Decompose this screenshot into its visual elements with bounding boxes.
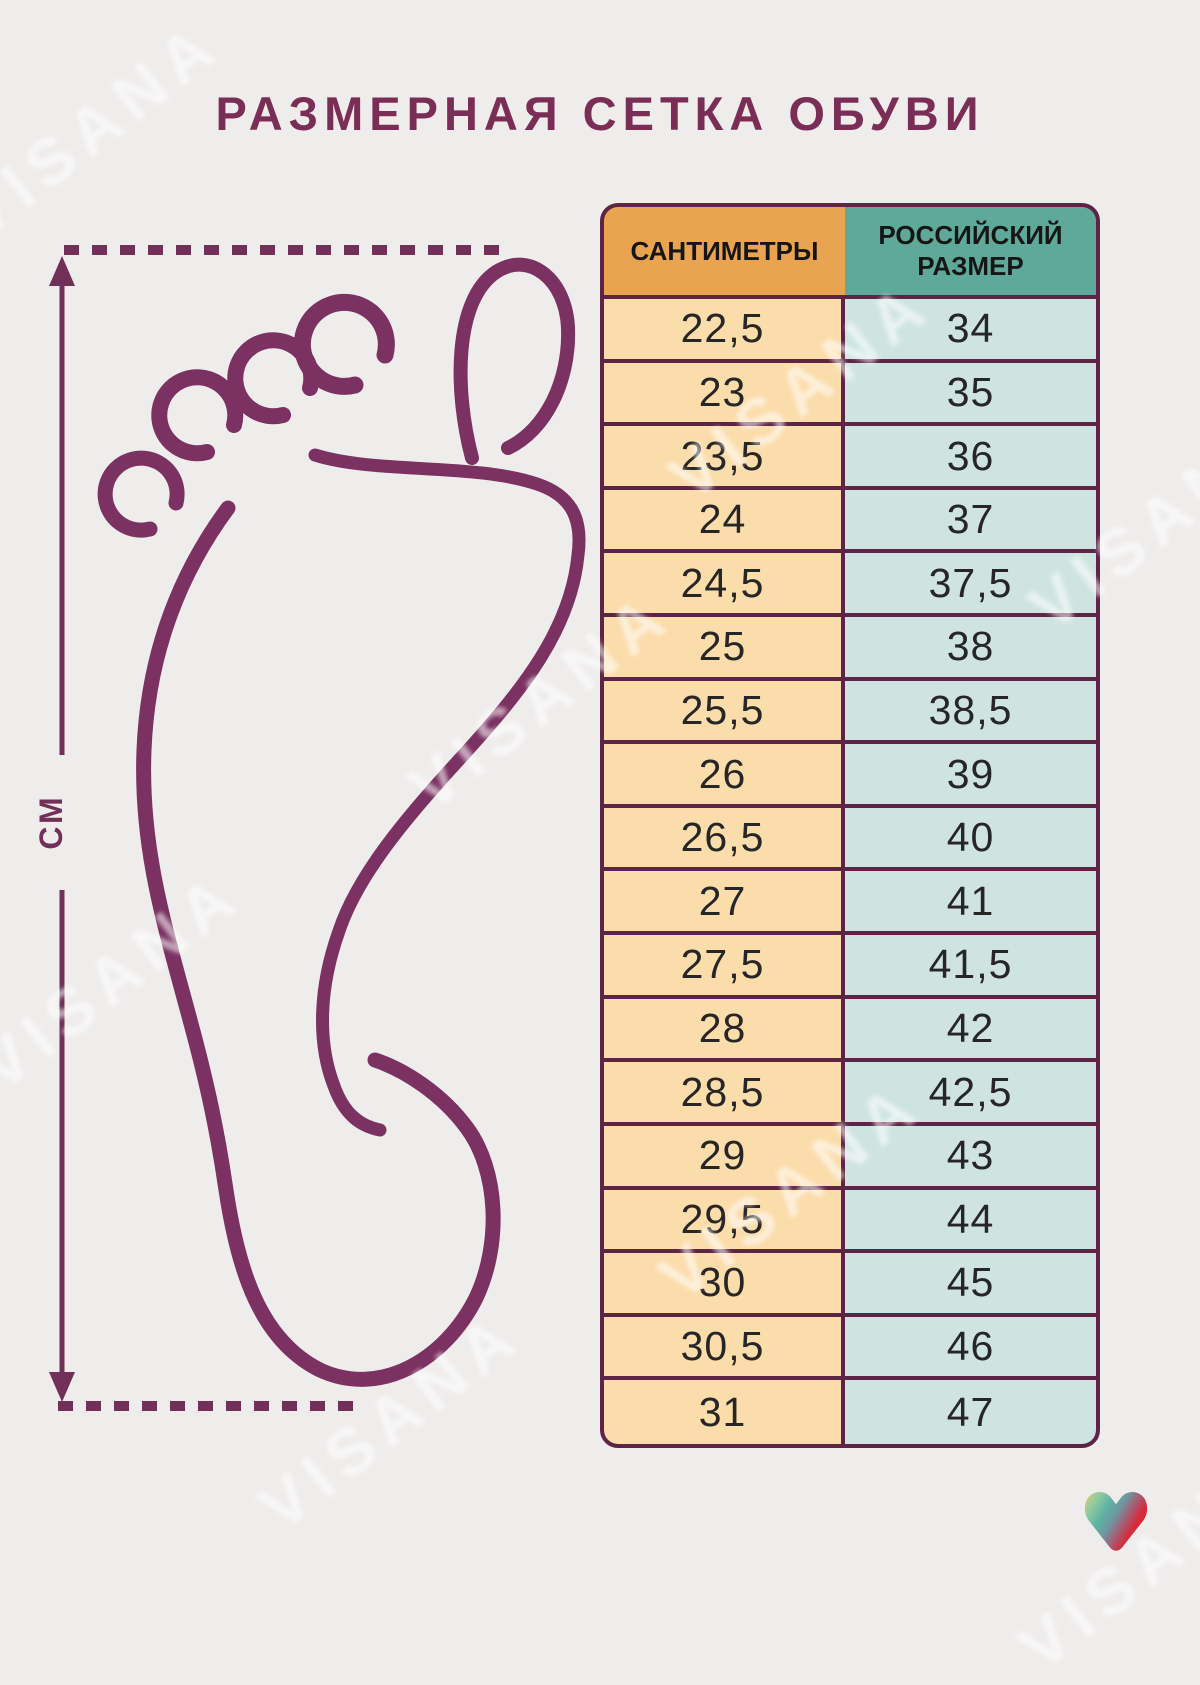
cm-value-cell: 26 <box>604 744 845 808</box>
brand-heart-logo <box>1084 1491 1148 1551</box>
foot-left-outline-heel <box>136 500 501 1387</box>
ru-size-value-cell: 39 <box>845 744 1096 808</box>
ru-size-value-cell: 37,5 <box>845 553 1096 618</box>
ru-size-value-cell: 44 <box>845 1189 1096 1254</box>
ru-size-value-cell: 46 <box>845 1316 1096 1381</box>
toe-small-2 <box>151 369 244 462</box>
cm-value-cell: 24 <box>604 489 845 554</box>
cm-value-cell: 28,5 <box>604 1062 845 1126</box>
cm-value-cell: 22,5 <box>604 299 845 363</box>
cm-value-cell: 26,5 <box>604 807 845 872</box>
ru-size-value-cell: 38 <box>845 617 1096 681</box>
foot-outline-illustration <box>97 257 586 1387</box>
heart-shape <box>1084 1491 1148 1551</box>
cm-unit-label: СМ <box>33 794 69 849</box>
cm-value-cell: 29,5 <box>604 1189 845 1254</box>
ru-size-value-cell: 42 <box>845 998 1096 1063</box>
ru-size-value-cell: 34 <box>845 299 1096 363</box>
cm-value-cell: 31 <box>604 1380 845 1444</box>
size-chart-infographic: { "title": "РАЗМЕРНАЯ СЕТКА ОБУВИ", "mea… <box>0 5 1200 1685</box>
foot-measurement-diagram: СМ <box>33 245 586 1411</box>
size-conversion-table: САНТИМЕТРЫ РОССИЙСКИЙ РАЗМЕР 22,5 34 23 35 2… <box>600 203 1100 1448</box>
ru-size-value-cell: 47 <box>845 1380 1096 1444</box>
cm-value-cell: 24,5 <box>604 553 845 618</box>
cm-value-cell: 25,5 <box>604 680 845 745</box>
cm-value-cell: 25 <box>604 617 845 681</box>
measure-arrow-line <box>49 256 75 1402</box>
ru-size-value-cell: 35 <box>845 362 1096 427</box>
ru-size-value-cell: 38,5 <box>845 680 1096 745</box>
cm-value-cell: 29 <box>604 1125 845 1190</box>
cm-value-cell: 27,5 <box>604 935 845 999</box>
cm-value-cell: 30,5 <box>604 1316 845 1381</box>
foot-right-outline <box>308 448 586 1137</box>
watermark-text: VISANA <box>1005 1435 1200 1685</box>
cm-value-cell: 23,5 <box>604 426 845 490</box>
toe-small-1 <box>97 450 185 538</box>
toe-small-4 <box>293 293 395 395</box>
big-toe <box>453 257 576 465</box>
ru-size-value-cell: 37 <box>845 489 1096 554</box>
header-centimeters: САНТИМЕТРЫ <box>604 207 845 299</box>
cm-value-cell: 30 <box>604 1253 845 1317</box>
ru-size-value-cell: 41,5 <box>845 935 1096 999</box>
ru-size-value-cell: 36 <box>845 426 1096 490</box>
cm-value-cell: 27 <box>604 871 845 936</box>
ru-size-value-cell: 43 <box>845 1125 1096 1190</box>
cm-value-cell: 23 <box>604 362 845 427</box>
header-russian-size: РОССИЙСКИЙ РАЗМЕР <box>845 207 1096 299</box>
page-title: РАЗМЕРНАЯ СЕТКА ОБУВИ <box>215 87 985 140</box>
ru-size-value-cell: 41 <box>845 871 1096 936</box>
cm-value-cell: 28 <box>604 998 845 1063</box>
ru-size-value-cell: 40 <box>845 807 1096 872</box>
ru-size-value-cell: 42,5 <box>845 1062 1096 1126</box>
ru-size-value-cell: 45 <box>845 1253 1096 1317</box>
